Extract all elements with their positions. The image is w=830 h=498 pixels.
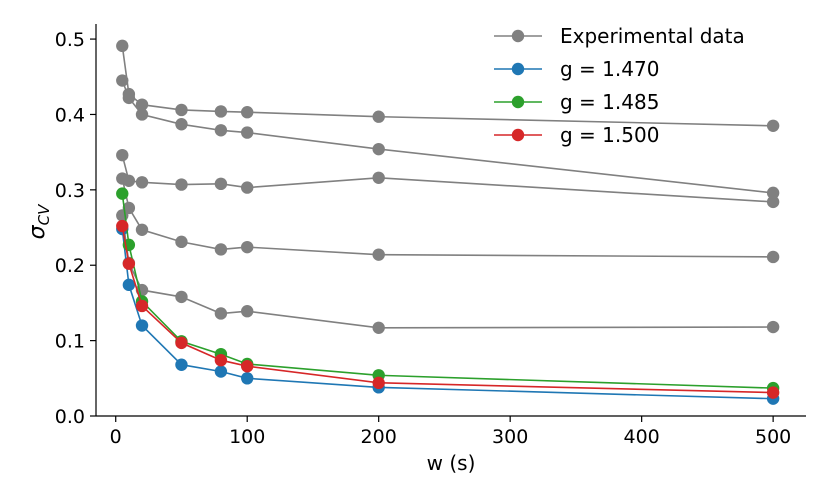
data-point [175,358,188,371]
legend-marker [511,95,525,109]
data-point [372,142,385,156]
y-tick-label: 0.0 [55,406,85,428]
data-point [135,176,149,189]
data-point [241,360,254,373]
y-tick-label: 0.2 [55,255,85,277]
data-point [241,181,254,194]
data-point [766,195,780,209]
x-axis-title: w (s) [427,451,476,475]
series-line [121,193,774,389]
experimental-series [116,74,780,200]
data-point [175,178,188,191]
x-tick-label: 100 [229,426,265,448]
data-point [135,108,149,121]
series-line [121,225,774,394]
legend: Experimental data g = 1.470 g = 1.485 g = 1… [494,24,745,147]
ticks: 0 100 200 300 400 500 0.0 0.1 0.2 0.3 0.4 0.5 [55,29,791,448]
legend-marker [511,128,525,142]
x-tick-label: 200 [361,426,397,448]
data-point [122,257,136,270]
data-point [372,376,385,390]
data-point [372,248,385,261]
data-point [214,177,228,191]
experimental-series [116,39,780,132]
axes [95,24,806,417]
data-point [116,219,129,233]
data-point [116,172,129,185]
y-tick-label: 0.3 [55,180,85,202]
data-point [241,305,254,318]
x-tick-label: 300 [492,426,528,448]
experimental-series [116,148,780,209]
y-axis-title-subscript: CV [35,203,53,225]
y-axis-title: σCV [25,203,53,239]
data-point [135,223,149,236]
data-point [214,307,228,320]
data-point [372,321,385,334]
series-line [121,80,774,194]
series-line [121,228,774,400]
data-point [116,187,129,200]
data-point [766,250,780,264]
data-point [766,119,780,132]
y-tick-label: 0.4 [55,104,85,126]
model-series [116,219,780,399]
data-point [214,354,228,367]
y-tick-label: 0.1 [55,331,85,353]
y-axis-title-main: σ [25,224,50,239]
data-point [214,365,228,378]
x-tick-label: 400 [624,426,660,448]
data-point [214,124,228,137]
data-point [116,209,129,222]
data-point [122,278,136,292]
legend-label: g = 1.500 [560,123,659,147]
data-point [175,336,188,350]
data-point [241,372,254,385]
y-tick-label: 0.5 [55,29,85,51]
data-point [214,243,228,256]
legend-label: g = 1.470 [560,57,659,81]
data-point [241,106,254,119]
data-point [241,126,254,139]
data-point [135,98,149,111]
data-point [372,171,385,184]
data-point [766,320,780,334]
data-point [372,110,385,123]
x-tick-label: 0 [110,426,122,448]
data-point [116,148,129,162]
data-point [175,103,188,117]
legend-marker [511,29,525,43]
legend-label: Experimental data [560,24,745,48]
data-point [214,105,228,118]
series-layer [116,39,780,405]
data-point [116,74,129,87]
data-point [175,290,188,304]
legend-marker [511,62,525,76]
data-point [766,386,780,399]
data-point [135,319,149,332]
data-point [116,39,129,53]
experimental-series [116,209,780,334]
data-point [766,186,780,200]
data-point [241,240,254,254]
x-tick-label: 500 [755,426,791,448]
data-point [135,299,149,313]
data-point [175,235,188,249]
data-point [122,91,136,105]
legend-label: g = 1.485 [560,90,659,114]
data-point [175,118,188,131]
